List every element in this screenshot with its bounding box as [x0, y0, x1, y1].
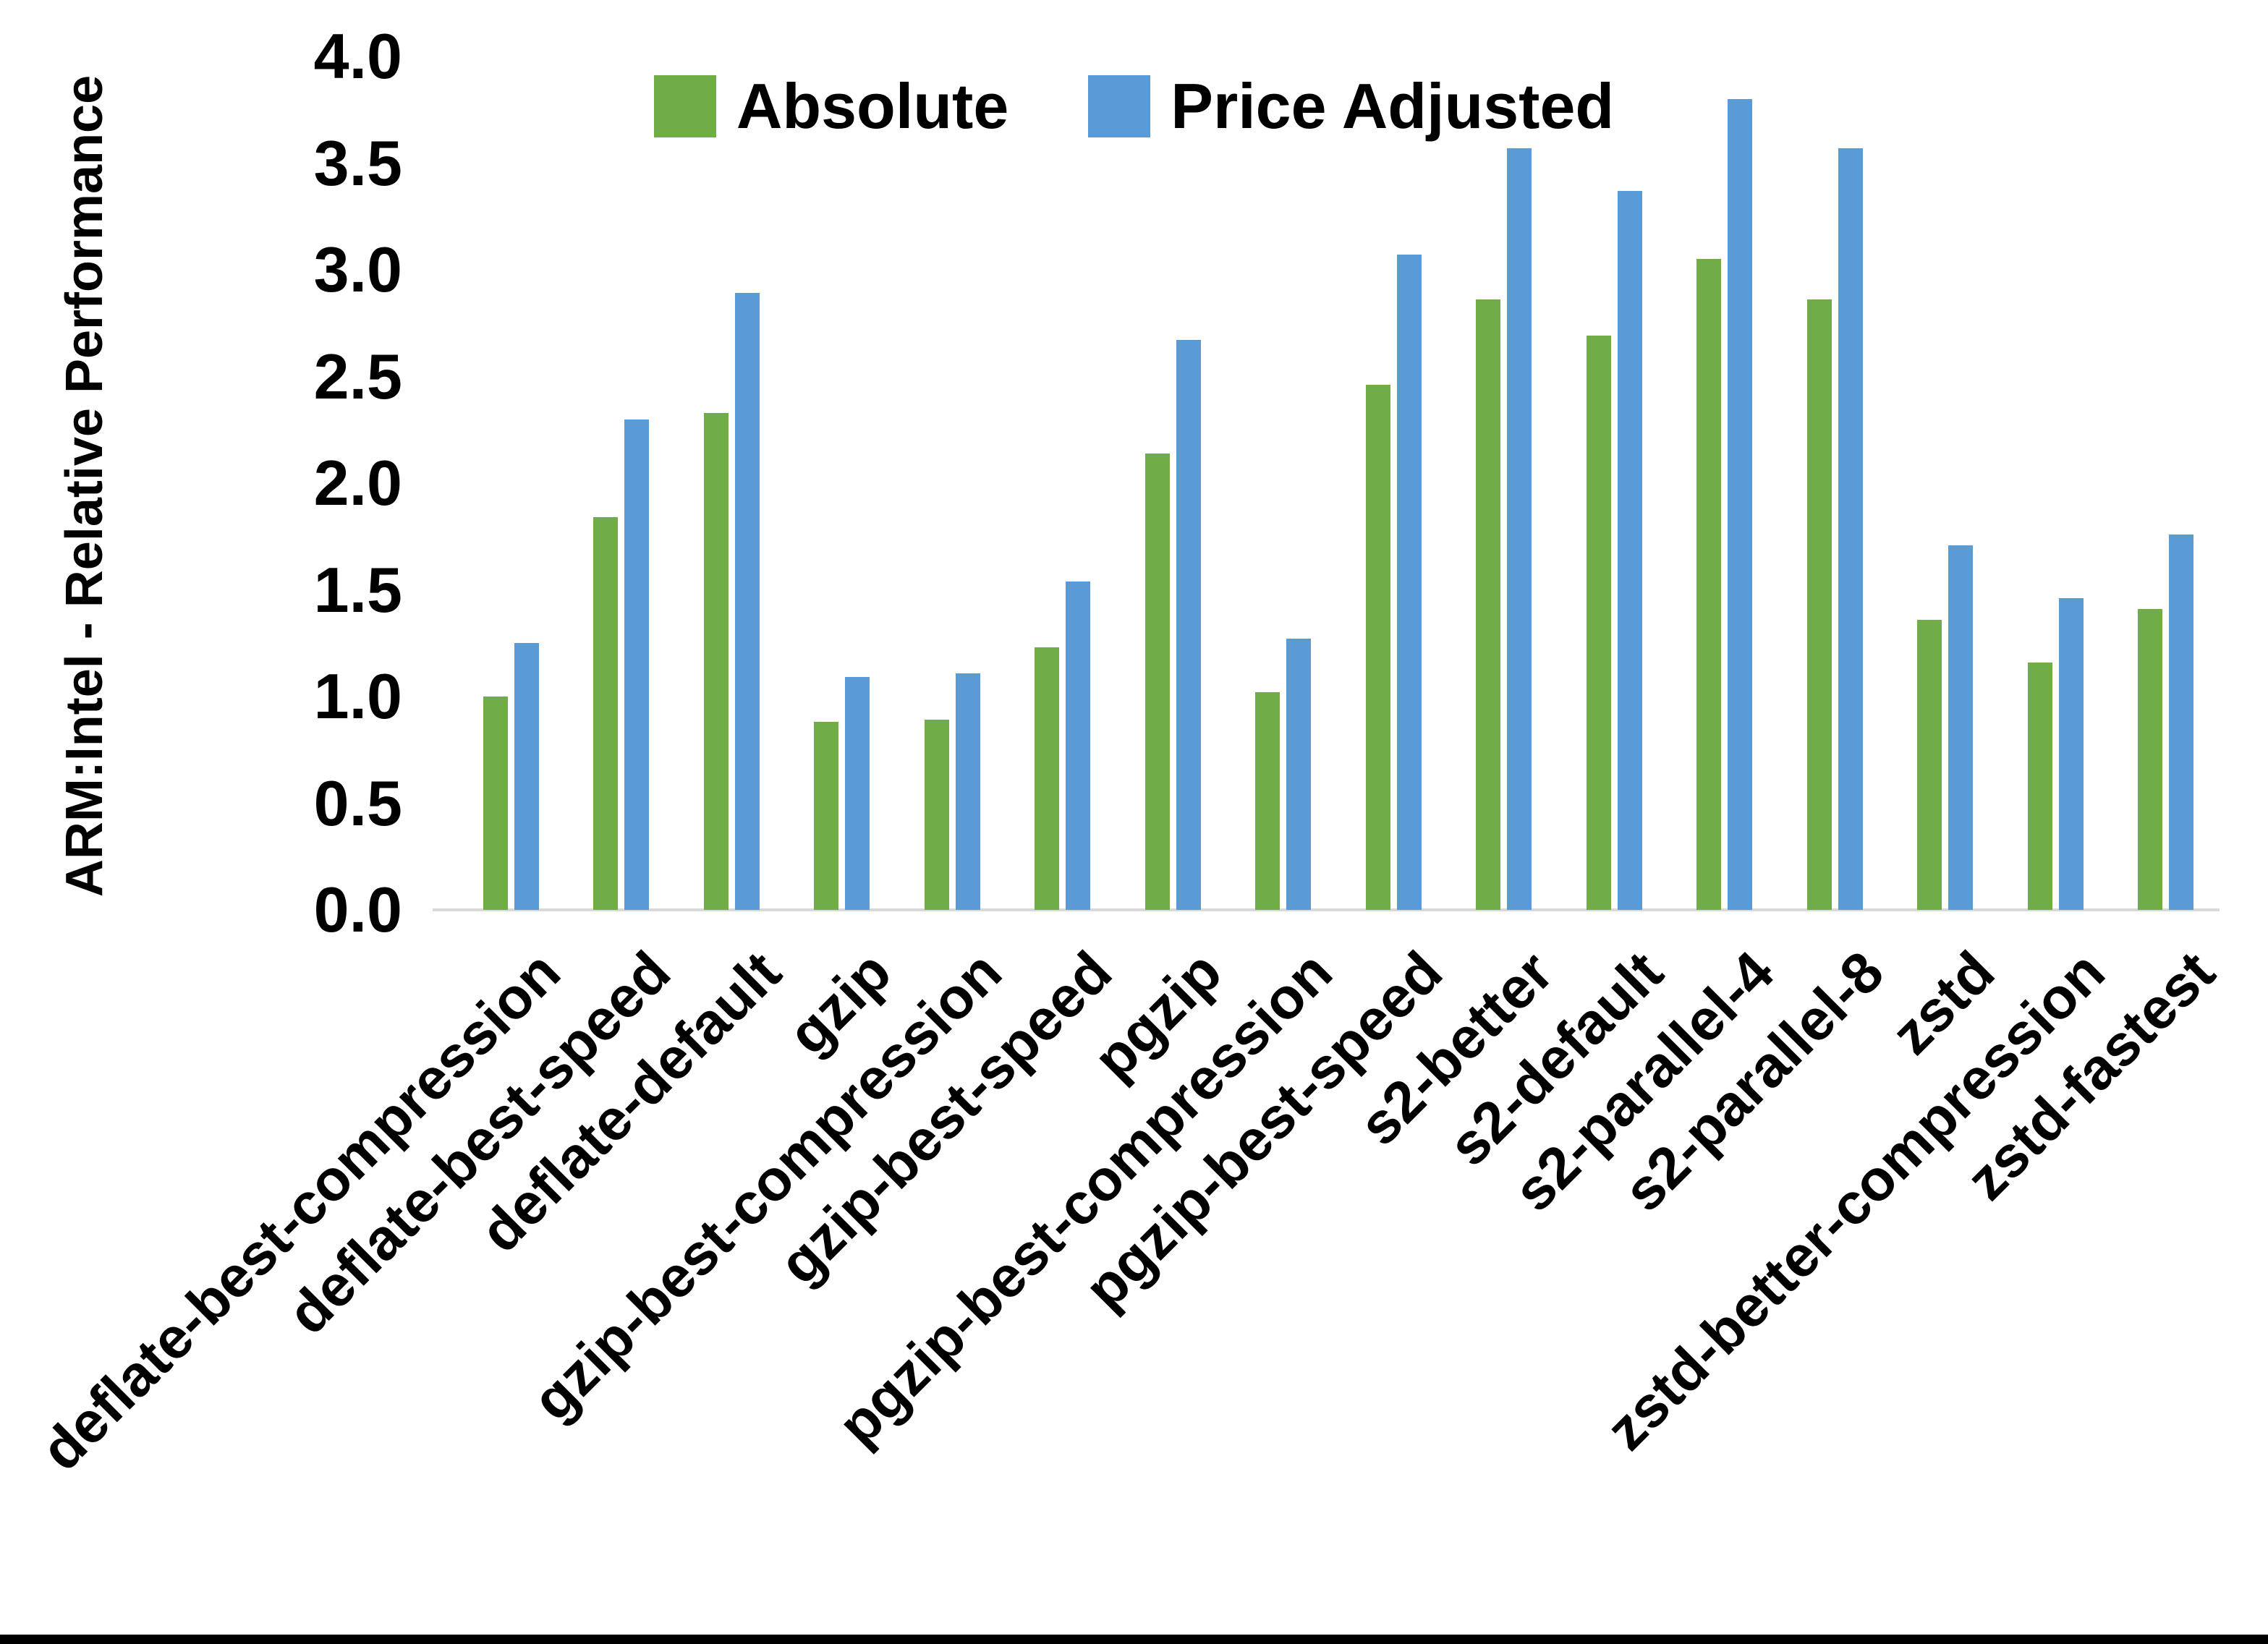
- bar-price-adjusted-s2-parallel-8: [1838, 148, 1863, 910]
- legend-item-price-adjusted: Price Adjusted: [1088, 69, 1614, 143]
- bar-price-adjusted-pgzip-best-compression: [1286, 639, 1312, 910]
- bar-absolute-zstd-fastest: [2138, 609, 2163, 910]
- x-axis-line: [433, 908, 2220, 911]
- y-axis-ticks: 4.0 3.5 3.0 2.5 2.0 1.5 1.0 0.5 0.0: [0, 0, 402, 1644]
- bar-absolute-gzip-best-compression: [924, 720, 949, 910]
- bar-price-adjusted-zstd-better-compression: [2058, 598, 2084, 910]
- bar-price-adjusted-deflate-best-compression: [514, 643, 539, 910]
- bar-group-zstd: [1890, 56, 2001, 910]
- bar-group-pgzip: [1118, 56, 1228, 910]
- bar-group-s2-parallel-4: [1670, 56, 1780, 910]
- y-tick-label-2.0: 2.0: [313, 447, 402, 519]
- legend-label-absolute: Absolute: [736, 70, 1009, 142]
- bar-price-adjusted-deflate-default: [734, 293, 760, 910]
- bar-price-adjusted-zstd: [1948, 545, 1974, 910]
- bar-absolute-s2-better: [1476, 299, 1501, 910]
- legend-swatch-price-adjusted: [1088, 75, 1151, 137]
- bar-price-adjusted-s2-better: [1507, 148, 1532, 910]
- bar-price-adjusted-deflate-best-speed: [624, 419, 650, 910]
- plot-area: [456, 56, 2221, 910]
- bar-absolute-gzip: [814, 722, 839, 910]
- bar-price-adjusted-pgzip-best-speed: [1396, 255, 1422, 910]
- bar-price-adjusted-gzip: [845, 677, 870, 910]
- bar-absolute-gzip-best-speed: [1035, 647, 1060, 910]
- bottom-border: [0, 1635, 2268, 1644]
- x-axis-labels: deflate-best-compression deflate-best-spe…: [28, 939, 2227, 1482]
- legend-swatch-absolute: [653, 75, 716, 137]
- bar-group-s2-better: [1449, 56, 1560, 910]
- y-tick-label-3.5: 3.5: [313, 127, 402, 199]
- bar-absolute-pgzip-best-compression: [1255, 692, 1280, 910]
- bar-group-zstd-better-compression: [2000, 56, 2111, 910]
- bar-price-adjusted-pgzip: [1176, 340, 1201, 910]
- y-tick-label-1.0: 1.0: [313, 660, 402, 732]
- bar-group-gzip-best-speed: [1008, 56, 1118, 910]
- bar-price-adjusted-gzip-best-compression: [955, 673, 980, 910]
- bar-group-pgzip-best-compression: [1228, 56, 1339, 910]
- y-tick-label-1.5: 1.5: [313, 553, 402, 626]
- bar-absolute-pgzip-best-speed: [1365, 385, 1390, 910]
- y-tick-label-4.0: 4.0: [313, 20, 402, 92]
- bar-absolute-zstd: [1917, 619, 1942, 910]
- legend-item-absolute: Absolute: [653, 69, 1009, 143]
- bar-price-adjusted-zstd-fastest: [2169, 534, 2194, 910]
- y-tick-label-0.0: 0.0: [313, 874, 402, 945]
- bar-price-adjusted-s2-default: [1617, 190, 1642, 910]
- bar-absolute-s2-parallel-8: [1806, 299, 1832, 910]
- bar-group-deflate-default: [676, 56, 787, 910]
- bar-absolute-zstd-better-compression: [2027, 662, 2052, 910]
- bar-absolute-deflate-default: [703, 412, 729, 910]
- bar-group-zstd-fastest: [2111, 56, 2222, 910]
- bar-absolute-deflate-best-speed: [593, 517, 619, 910]
- bar-absolute-s2-parallel-4: [1696, 259, 1722, 910]
- y-tick-label-3.0: 3.0: [313, 234, 402, 305]
- bar-absolute-pgzip: [1144, 453, 1170, 910]
- bar-group-gzip-best-compression: [897, 56, 1008, 910]
- y-tick-label-2.5: 2.5: [313, 340, 402, 412]
- bar-group-s2-default: [1559, 56, 1670, 910]
- legend-label-price-adjusted: Price Adjusted: [1171, 70, 1615, 142]
- bar-absolute-s2-default: [1586, 336, 1611, 910]
- bar-absolute-deflate-best-compression: [483, 697, 508, 910]
- bar-group-deflate-best-speed: [566, 56, 677, 910]
- bar-price-adjusted-gzip-best-speed: [1066, 581, 1091, 910]
- bar-group-pgzip-best-speed: [1338, 56, 1449, 910]
- bar-group-s2-parallel-8: [1780, 56, 1890, 910]
- bar-price-adjusted-s2-parallel-4: [1728, 99, 1753, 910]
- y-tick-label-0.5: 0.5: [313, 767, 402, 839]
- bar-group-deflate-best-compression: [456, 56, 566, 910]
- bar-group-gzip: [787, 56, 898, 910]
- legend: Absolute Price Adjusted: [0, 69, 2268, 143]
